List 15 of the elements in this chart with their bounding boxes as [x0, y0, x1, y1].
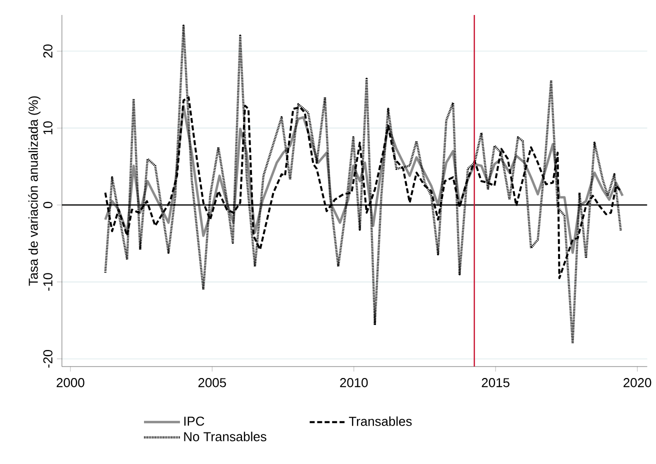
y-tick-label: 0 [43, 202, 52, 208]
line-series [104, 104, 624, 254]
y-tick-label: 20 [43, 44, 52, 58]
legend-label: No Transables [184, 432, 266, 442]
y-tick-label: 10 [43, 121, 52, 134]
x-tick-label: 2010 [340, 378, 368, 387]
x-tick-label: 2020 [624, 378, 652, 387]
x-tick-label: 2000 [56, 378, 84, 387]
legend-label: IPC [184, 416, 204, 426]
legend-label: Transables [348, 416, 412, 426]
y-tick-label: -10 [43, 272, 52, 290]
y-tick-label: -20 [43, 350, 52, 368]
x-tick-label: 2005 [198, 378, 226, 387]
x-tick-label: 2015 [482, 378, 510, 387]
y-axis-title: Tasa de variación anualizada (%) [28, 96, 40, 286]
